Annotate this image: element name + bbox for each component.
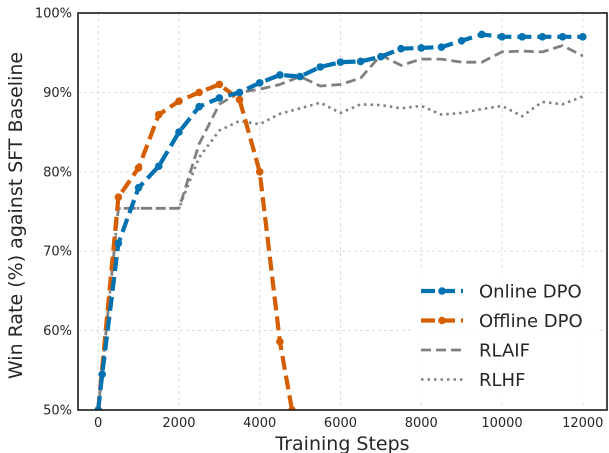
online-dpo-point bbox=[538, 33, 547, 41]
x-axis-label: Training Steps bbox=[274, 433, 409, 453]
offline-dpo-point bbox=[255, 168, 264, 176]
offline-dpo-point bbox=[175, 97, 183, 105]
offline-dpo-point bbox=[114, 193, 123, 202]
online-dpo-point bbox=[215, 94, 224, 102]
axis-ticks: 0 2000 4000 6000 8000 10000 12000 50% 60% 70% 80% 9… bbox=[35, 7, 604, 432]
online-dpo-point bbox=[255, 79, 264, 87]
online-dpo-point bbox=[336, 58, 345, 67]
online-dpo-point bbox=[498, 33, 506, 41]
legend-item-online-dpo: Online DPO bbox=[421, 282, 582, 303]
x-tick-label: 8000 bbox=[405, 416, 438, 431]
legend-item-offline-dpo: Offline DPO bbox=[421, 311, 583, 332]
rlaif-series bbox=[96, 44, 584, 410]
offline-dpo-point bbox=[134, 164, 143, 172]
online-dpo-point bbox=[134, 183, 143, 192]
offline-dpo-point bbox=[154, 110, 163, 119]
online-dpo-point bbox=[457, 36, 466, 45]
offline-dpo-point bbox=[276, 337, 284, 346]
online-dpo-point bbox=[518, 33, 526, 41]
online-dpo-point bbox=[478, 30, 486, 39]
x-tick-label: 0 bbox=[94, 416, 102, 431]
legend-marker bbox=[438, 287, 446, 295]
rlhf-series bbox=[96, 95, 584, 410]
rlaif-line bbox=[96, 44, 584, 410]
online-dpo-point bbox=[578, 33, 587, 41]
offline-dpo-series bbox=[94, 80, 296, 410]
offline-dpo-point bbox=[235, 95, 244, 104]
legend-box bbox=[412, 268, 600, 402]
legend-label: Online DPO bbox=[479, 282, 582, 303]
y-tick-label: 100% bbox=[35, 7, 72, 22]
online-dpo-point bbox=[154, 162, 163, 171]
online-dpo-point bbox=[397, 44, 405, 53]
x-tick-label: 4000 bbox=[243, 416, 276, 431]
online-dpo-point bbox=[195, 102, 203, 111]
online-dpo-point bbox=[175, 128, 183, 136]
online-dpo-point bbox=[235, 88, 244, 97]
rlhf-line bbox=[96, 95, 584, 410]
legend-item-rlhf: RLHF bbox=[421, 370, 525, 391]
online-dpo-point bbox=[377, 52, 385, 61]
y-tick-label: 60% bbox=[43, 324, 72, 339]
legend: Online DPO Offline DPO RLAIF RLHF bbox=[412, 268, 600, 402]
legend-label: RLHF bbox=[479, 370, 525, 391]
legend-label: Offline DPO bbox=[479, 311, 583, 332]
legend-item-rlaif: RLAIF bbox=[421, 341, 530, 362]
legend-marker bbox=[438, 316, 446, 325]
offline-dpo-point bbox=[195, 88, 203, 97]
offline-dpo-line bbox=[96, 82, 295, 410]
series-layer bbox=[94, 30, 587, 410]
online-dpo-point bbox=[417, 44, 426, 52]
x-tick-label: 6000 bbox=[324, 416, 357, 431]
online-dpo-point bbox=[296, 72, 304, 81]
y-tick-label: 90% bbox=[43, 86, 72, 101]
offline-dpo-point bbox=[288, 406, 296, 410]
x-tick-label: 10000 bbox=[481, 416, 522, 431]
online-dpo-point bbox=[558, 33, 567, 41]
online-dpo-point bbox=[316, 63, 325, 71]
online-dpo-point bbox=[98, 370, 107, 379]
plot-frame bbox=[77, 12, 608, 411]
y-axis-label: Win Rate (%) against SFT Baseline bbox=[5, 52, 27, 379]
online-dpo-point bbox=[437, 43, 446, 51]
online-dpo-point bbox=[276, 71, 284, 79]
y-tick-label: 70% bbox=[43, 245, 72, 260]
legend-label: RLAIF bbox=[479, 341, 530, 362]
online-dpo-series bbox=[94, 30, 587, 410]
online-dpo-point bbox=[94, 406, 102, 410]
online-dpo-point bbox=[356, 57, 365, 66]
y-tick-label: 50% bbox=[43, 404, 72, 419]
y-tick-label: 80% bbox=[43, 165, 72, 180]
online-dpo-point bbox=[114, 239, 123, 248]
offline-dpo-point bbox=[215, 80, 224, 89]
x-tick-label: 2000 bbox=[162, 416, 195, 431]
x-tick-label: 12000 bbox=[562, 416, 603, 431]
